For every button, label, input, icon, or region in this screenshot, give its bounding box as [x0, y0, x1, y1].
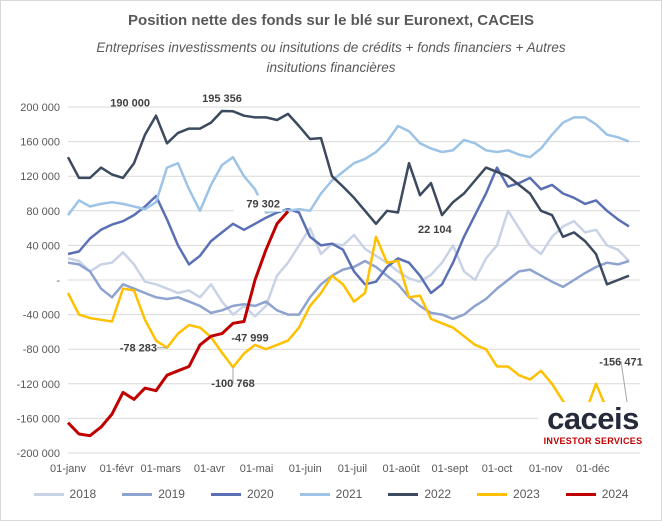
legend-item-2020: 2020	[210, 487, 274, 501]
y-tick-label: 160 000	[20, 137, 60, 149]
series-line-2020	[67, 166, 630, 295]
data-label: 22 104	[418, 224, 453, 236]
chart-subtitle: Entreprises investissments ou insitution…	[60, 38, 602, 78]
x-tick-label: 01-nov	[529, 463, 563, 475]
x-tick-label: 01-juil	[338, 463, 367, 475]
chart-subtitle-line-1: Entreprises investissments ou insitution…	[96, 40, 566, 55]
series-lines	[66, 109, 630, 438]
series-line-2021	[66, 116, 630, 216]
y-tick-label: -160 000	[17, 413, 60, 425]
series-line-2018	[67, 209, 630, 318]
chart-subtitle-line-2: insitutions financières	[266, 60, 396, 75]
grid-lines	[68, 106, 640, 454]
series-line-2024	[66, 210, 290, 438]
data-label: -47 999	[231, 333, 268, 345]
legend-label: 2019	[158, 487, 185, 501]
legend-swatch	[388, 492, 419, 496]
logo-name: caceis	[547, 401, 639, 436]
data-label: 190 000	[110, 98, 150, 110]
data-label: 195 356	[202, 93, 242, 105]
x-axis-ticks: 01-janv 01-févr 01-mars 01-avr 01-mai 01-juin…	[50, 463, 610, 475]
logo-tagline: INVESTOR SERVICES	[543, 436, 643, 446]
legend-label: 2024	[601, 487, 629, 501]
x-tick-label: 01-avr	[194, 463, 226, 475]
annotation-box	[234, 195, 282, 212]
y-tick-label: 80 000	[26, 206, 60, 218]
series-line-2022	[66, 109, 630, 286]
y-tick-label: -40 000	[23, 310, 60, 322]
legend-label: 2018	[69, 487, 97, 501]
y-tick-label: 40 000	[26, 240, 60, 252]
legend-item-2023: 2023	[477, 487, 540, 501]
chart-legend: 2018 2019 2020 2021 2022 2023 2024	[0, 484, 662, 504]
data-label: -156 471	[599, 356, 642, 368]
legend-item-2021: 2021	[299, 487, 363, 501]
x-tick-label: 01-mars	[141, 463, 182, 475]
x-tick-label: 01-août	[383, 463, 420, 475]
legend-item-2022: 2022	[388, 487, 451, 501]
legend-label: 2023	[513, 487, 540, 501]
y-tick-label: -200 000	[17, 448, 60, 460]
legend-swatch	[33, 492, 64, 496]
data-label: -78 283	[120, 343, 157, 355]
legend-swatch	[122, 492, 153, 496]
legend-item-2018: 2018	[33, 487, 97, 501]
legend-label: 2020	[246, 487, 274, 501]
caceis-logo: caceis INVESTOR SERVICES	[538, 402, 648, 450]
series-line-2019	[67, 259, 630, 321]
y-tick-label: -80 000	[23, 344, 60, 356]
legend-swatch	[477, 492, 508, 496]
y-tick-label: 200 000	[20, 102, 60, 114]
data-label: -100 768	[211, 378, 254, 390]
y-tick-label: -	[56, 275, 60, 287]
legend-label: 2022	[424, 487, 452, 501]
legend-swatch	[565, 492, 596, 496]
chart-title: Position nette des fonds sur le blé sur …	[128, 12, 534, 29]
x-tick-label: 01-oct	[482, 463, 513, 475]
x-tick-label: 01-févr	[100, 463, 135, 475]
x-tick-label: 01-déc	[576, 463, 610, 475]
legend-item-2019: 2019	[122, 487, 185, 501]
legend-item-2024: 2024	[565, 487, 629, 501]
y-axis-ticks: 200 000 160 000 120 000 80 000 40 000 - -40 00…	[17, 102, 61, 460]
x-tick-label: 01-janv	[50, 463, 87, 475]
data-label: 79 302	[246, 198, 280, 210]
legend-label: 2021	[335, 487, 363, 501]
x-tick-label: 01-mai	[240, 463, 274, 475]
y-tick-label: -120 000	[17, 379, 60, 391]
x-tick-label: 01-sept	[431, 463, 468, 475]
data-annotations: 190 000 195 356 79 302 -47 999 22 104 -78 283…	[110, 93, 643, 416]
legend-swatch	[210, 492, 241, 496]
x-tick-label: 01-juin	[289, 463, 322, 475]
y-tick-label: 120 000	[20, 171, 60, 183]
series-line-2023	[66, 235, 630, 417]
legend-swatch	[299, 492, 330, 496]
